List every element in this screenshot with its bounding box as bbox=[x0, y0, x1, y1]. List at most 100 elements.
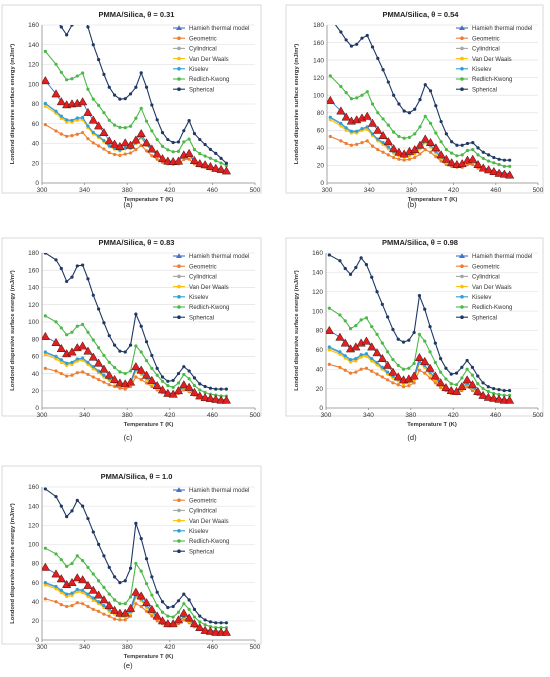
y-tick-label: 160 bbox=[313, 40, 324, 47]
data-point bbox=[444, 132, 448, 136]
x-tick-label: 340 bbox=[363, 412, 374, 419]
y-tick-label: 180 bbox=[28, 250, 39, 257]
data-point bbox=[367, 118, 378, 127]
data-point bbox=[486, 385, 490, 389]
legend-marker bbox=[177, 498, 181, 503]
data-point bbox=[492, 161, 496, 165]
data-point bbox=[380, 375, 384, 379]
data-point bbox=[112, 365, 117, 370]
x-tick-label: 420 bbox=[448, 187, 459, 194]
data-point bbox=[417, 332, 422, 336]
data-point bbox=[109, 605, 120, 614]
legend-label: Kiselev bbox=[189, 67, 208, 73]
data-point bbox=[134, 521, 138, 525]
data-point bbox=[364, 352, 369, 356]
data-point bbox=[155, 619, 159, 623]
data-point bbox=[102, 72, 106, 76]
data-point bbox=[97, 542, 101, 546]
y-tick-label: 100 bbox=[28, 319, 39, 326]
y-tick-label: 80 bbox=[317, 110, 325, 117]
data-point bbox=[70, 591, 74, 595]
data-point bbox=[449, 372, 453, 376]
data-point bbox=[328, 134, 332, 139]
data-point bbox=[454, 383, 459, 387]
data-point bbox=[59, 591, 63, 595]
data-point bbox=[59, 558, 63, 562]
data-point bbox=[42, 562, 50, 571]
data-point bbox=[423, 83, 427, 87]
data-point bbox=[139, 537, 143, 541]
data-point bbox=[376, 137, 380, 141]
data-point bbox=[81, 559, 85, 563]
data-point bbox=[428, 121, 433, 125]
data-point bbox=[364, 316, 369, 320]
data-point bbox=[176, 381, 181, 385]
data-point bbox=[86, 124, 90, 128]
series-spherical bbox=[43, 487, 229, 625]
data-point bbox=[428, 89, 433, 93]
legend-marker bbox=[459, 25, 465, 30]
y-tick-label: 40 bbox=[317, 145, 325, 152]
legend-marker bbox=[177, 264, 181, 269]
series-redlich-kwong bbox=[43, 314, 229, 398]
data-point bbox=[144, 609, 149, 613]
data-point bbox=[383, 137, 393, 146]
data-point bbox=[182, 618, 186, 622]
data-point bbox=[354, 359, 358, 363]
data-point bbox=[189, 155, 200, 164]
data-point bbox=[65, 333, 69, 337]
data-point bbox=[381, 68, 385, 72]
data-point bbox=[152, 149, 162, 158]
data-point bbox=[355, 42, 359, 46]
data-point bbox=[467, 380, 478, 389]
y-tick-label: 0 bbox=[35, 637, 39, 644]
series-redlich-kwong bbox=[43, 49, 229, 168]
y-tick-label: 80 bbox=[32, 561, 40, 568]
data-point bbox=[107, 614, 111, 618]
data-point bbox=[75, 116, 79, 120]
data-point bbox=[123, 371, 127, 376]
y-tick-label: 60 bbox=[32, 121, 40, 128]
data-point bbox=[160, 610, 165, 614]
chart-title: PMMA/Silica, θ = 0.31 bbox=[99, 10, 175, 19]
data-point bbox=[72, 573, 82, 582]
data-point bbox=[380, 341, 384, 345]
data-point bbox=[43, 487, 47, 491]
data-point bbox=[360, 36, 364, 40]
data-point bbox=[97, 579, 101, 583]
y-tick-label: 0 bbox=[35, 180, 39, 187]
data-point bbox=[125, 377, 136, 386]
data-point bbox=[86, 330, 90, 334]
legend-label: Redlich-Kwong bbox=[189, 539, 229, 545]
data-point bbox=[349, 143, 354, 147]
legend-marker bbox=[177, 315, 181, 320]
data-point bbox=[139, 604, 143, 609]
data-point bbox=[97, 144, 101, 148]
legend: Hamieh thermal model Geometric Cylindrical… bbox=[173, 487, 249, 555]
legend-marker bbox=[177, 67, 181, 71]
data-point bbox=[376, 111, 380, 115]
data-point bbox=[187, 118, 191, 123]
x-tick-label: 380 bbox=[406, 187, 417, 194]
data-point bbox=[150, 614, 154, 618]
y-tick-label: 120 bbox=[28, 62, 39, 69]
data-point bbox=[54, 494, 58, 499]
data-point bbox=[139, 350, 143, 354]
data-point bbox=[460, 143, 464, 147]
data-point bbox=[412, 381, 416, 385]
data-point bbox=[335, 332, 345, 341]
data-point bbox=[198, 382, 202, 386]
data-point bbox=[54, 129, 58, 133]
data-point bbox=[144, 340, 149, 344]
data-point bbox=[134, 85, 138, 89]
y-tick-label: 100 bbox=[312, 308, 323, 315]
data-point bbox=[428, 376, 432, 380]
y-tick-label: 40 bbox=[32, 599, 40, 606]
data-point bbox=[91, 607, 95, 612]
data-point bbox=[91, 43, 95, 47]
data-point bbox=[434, 155, 438, 159]
data-point bbox=[200, 625, 210, 634]
data-point bbox=[481, 150, 485, 154]
data-point bbox=[150, 353, 154, 358]
data-point bbox=[54, 552, 58, 556]
